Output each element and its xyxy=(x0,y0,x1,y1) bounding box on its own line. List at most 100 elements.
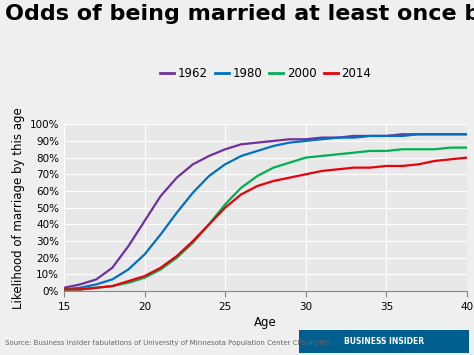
Y-axis label: Likelihood of marriage by this age: Likelihood of marriage by this age xyxy=(12,107,26,308)
2000 xyxy=(93,286,99,290)
1980 xyxy=(206,174,212,178)
1980 xyxy=(400,134,405,138)
2000 xyxy=(271,165,276,170)
2000 xyxy=(142,275,147,280)
2000 xyxy=(416,147,421,152)
2014 xyxy=(126,279,131,283)
2014 xyxy=(319,169,325,173)
1980 xyxy=(255,149,260,153)
2000 xyxy=(319,154,325,158)
Text: BUSINESS INSIDER: BUSINESS INSIDER xyxy=(344,337,424,346)
1980 xyxy=(126,267,131,272)
1962 xyxy=(222,147,228,152)
1962 xyxy=(158,194,164,198)
1962 xyxy=(303,137,309,141)
2014 xyxy=(416,162,421,166)
1980 xyxy=(432,132,438,136)
1980 xyxy=(351,136,357,140)
2014 xyxy=(303,172,309,176)
Line: 2000: 2000 xyxy=(64,148,467,289)
2000 xyxy=(61,287,67,291)
2014 xyxy=(464,155,470,160)
2014 xyxy=(335,167,341,171)
1962 xyxy=(335,136,341,140)
2000 xyxy=(400,147,405,152)
2014 xyxy=(109,284,115,288)
2000 xyxy=(351,151,357,155)
1980 xyxy=(222,162,228,166)
1962 xyxy=(271,139,276,143)
2000 xyxy=(432,147,438,152)
1962 xyxy=(93,277,99,282)
2000 xyxy=(206,222,212,226)
Legend: 1962, 1980, 2000, 2014: 1962, 1980, 2000, 2014 xyxy=(160,67,371,80)
2000 xyxy=(126,280,131,285)
2000 xyxy=(158,267,164,272)
1962 xyxy=(383,134,389,138)
1980 xyxy=(174,211,180,215)
1980 xyxy=(271,144,276,148)
1980 xyxy=(109,277,115,282)
2000 xyxy=(190,241,196,245)
2014 xyxy=(158,266,164,270)
2000 xyxy=(238,186,244,190)
Line: 1962: 1962 xyxy=(64,134,467,288)
1980 xyxy=(335,136,341,140)
2014 xyxy=(351,165,357,170)
2014 xyxy=(367,165,373,170)
2014 xyxy=(287,175,292,180)
2014 xyxy=(255,184,260,188)
1980 xyxy=(61,287,67,291)
1980 xyxy=(464,132,470,136)
1962 xyxy=(351,134,357,138)
1980 xyxy=(238,154,244,158)
1962 xyxy=(190,162,196,166)
2000 xyxy=(255,174,260,178)
2000 xyxy=(383,149,389,153)
2000 xyxy=(287,160,292,165)
1962 xyxy=(238,142,244,146)
1980 xyxy=(448,132,454,136)
1980 xyxy=(367,134,373,138)
2000 xyxy=(464,146,470,150)
Text: Odds of being married at least once by age: Odds of being married at least once by a… xyxy=(5,4,474,23)
2014 xyxy=(222,206,228,210)
1980 xyxy=(93,282,99,286)
1980 xyxy=(319,137,325,141)
1962 xyxy=(142,219,147,223)
1962 xyxy=(448,132,454,136)
1962 xyxy=(367,134,373,138)
2014 xyxy=(432,159,438,163)
X-axis label: Age: Age xyxy=(254,316,277,329)
2014 xyxy=(238,192,244,196)
1980 xyxy=(158,232,164,236)
1962 xyxy=(126,244,131,248)
1980 xyxy=(383,134,389,138)
1980 xyxy=(303,139,309,143)
2000 xyxy=(109,284,115,288)
1962 xyxy=(255,141,260,145)
Line: 2014: 2014 xyxy=(64,158,467,289)
2014 xyxy=(61,287,67,291)
1980 xyxy=(142,252,147,257)
2000 xyxy=(222,202,228,207)
1962 xyxy=(61,286,67,290)
1980 xyxy=(287,141,292,145)
1962 xyxy=(287,137,292,141)
2014 xyxy=(142,274,147,278)
1962 xyxy=(109,266,115,270)
1980 xyxy=(416,132,421,136)
1962 xyxy=(319,136,325,140)
Line: 1980: 1980 xyxy=(64,134,467,289)
2000 xyxy=(367,149,373,153)
2014 xyxy=(93,286,99,290)
1980 xyxy=(77,286,83,290)
1962 xyxy=(206,154,212,158)
1962 xyxy=(416,132,421,136)
2014 xyxy=(448,157,454,162)
1962 xyxy=(400,132,405,136)
2014 xyxy=(77,287,83,291)
2014 xyxy=(174,254,180,258)
2000 xyxy=(174,256,180,260)
2014 xyxy=(271,179,276,183)
